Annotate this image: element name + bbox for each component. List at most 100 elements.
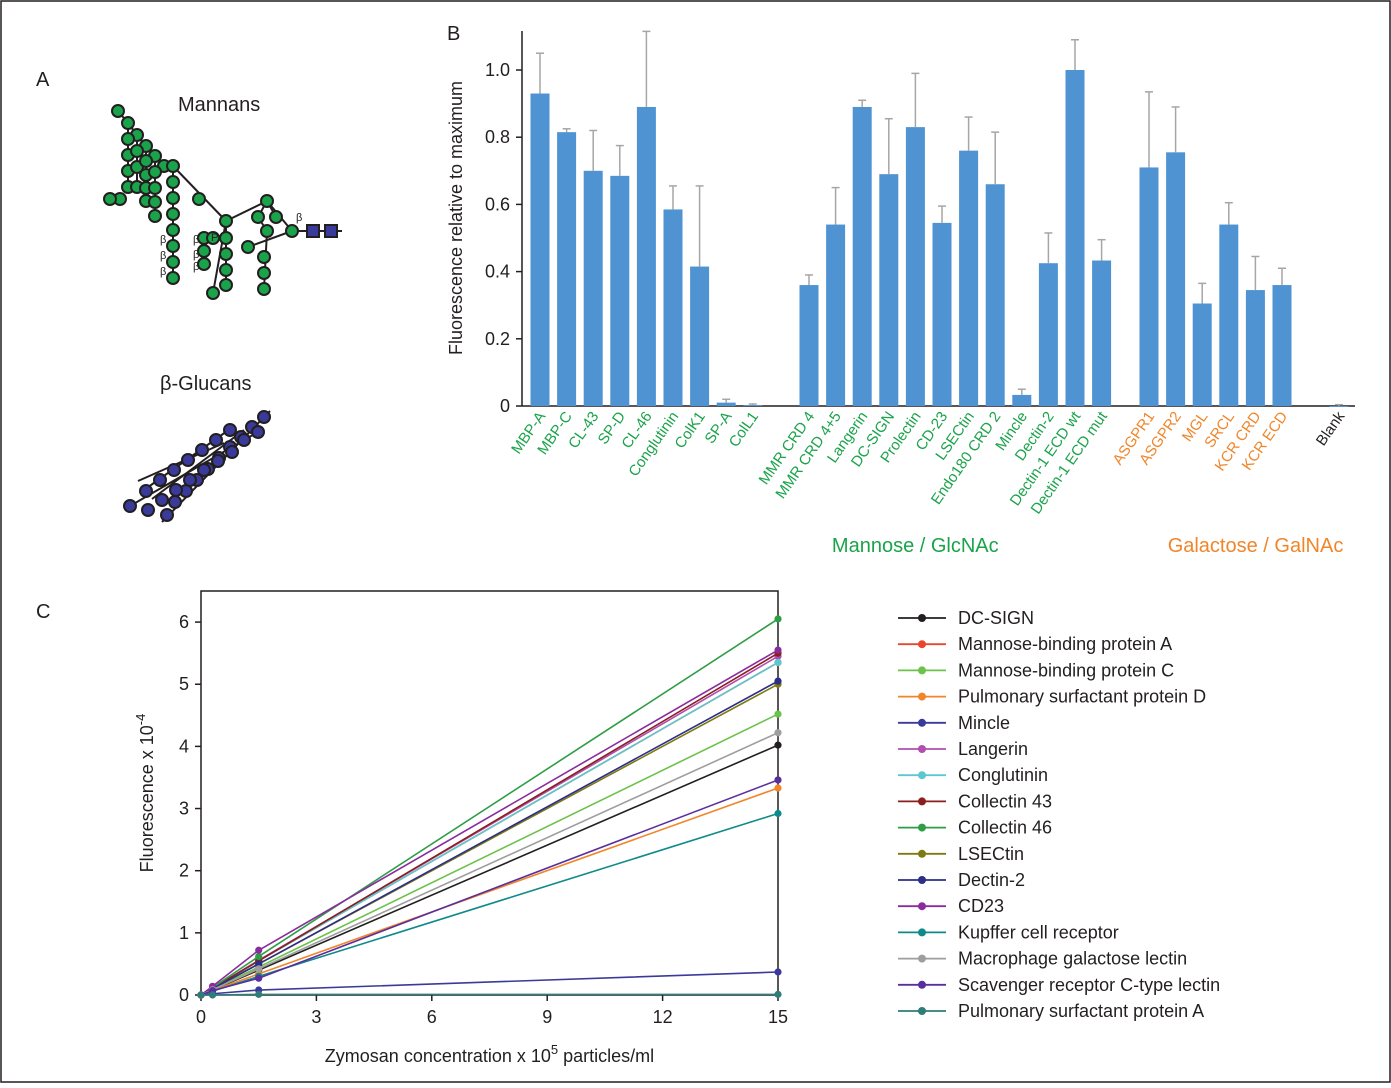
legend-entry: Mannose-binding protein C <box>958 660 1174 680</box>
legend-swatch-marker <box>918 876 926 884</box>
series-point <box>255 965 263 973</box>
y-tick-label: 1 <box>179 923 189 943</box>
x-tick-label: 9 <box>542 1007 552 1027</box>
legend-swatch-marker <box>918 718 926 727</box>
mannose-residue <box>219 247 233 261</box>
bar <box>557 132 577 406</box>
y-tick-label: 0.4 <box>485 262 510 282</box>
mannose-residue <box>166 207 180 221</box>
legend-entry: Mincle <box>958 713 1010 733</box>
legend-entry: Pulmonary surfactant protein D <box>958 687 1206 707</box>
x-axis-title-units: particles/ml <box>558 1046 654 1066</box>
glycosidic-bond <box>247 230 293 248</box>
linkage-mark: β <box>193 249 199 261</box>
series-line <box>200 779 779 996</box>
legend-entry: CD23 <box>958 896 1004 916</box>
legend-entry: LSECtin <box>958 844 1024 864</box>
x-axis-title: Zymosan concentration x 105 particles/ml <box>325 1042 654 1066</box>
bar <box>1219 224 1239 406</box>
glucan-residues <box>123 410 271 522</box>
beta-glucans-title: β-Glucans <box>160 373 252 395</box>
panel-b-letter: B <box>447 23 460 45</box>
mannose-residue <box>241 240 255 254</box>
linkage-mark: β <box>160 266 166 278</box>
glcnac-residue <box>306 224 320 238</box>
bar <box>743 404 763 406</box>
mannose-residue <box>260 194 274 208</box>
legend-entry: Macrophage galactose lectin <box>958 949 1187 969</box>
y-tick-label: 0.8 <box>485 127 510 147</box>
mannan-residues <box>103 104 338 300</box>
legend-swatch-marker <box>918 823 926 832</box>
glucose-residue <box>183 473 197 487</box>
bar <box>1038 263 1058 406</box>
y-tick-label: 5 <box>179 674 189 694</box>
mannose-residue <box>166 223 180 237</box>
glucose-residue <box>153 473 167 487</box>
glucan-chain <box>137 442 225 482</box>
mannose-residue <box>257 266 271 280</box>
legend-entry: Kupffer cell receptor <box>958 922 1119 942</box>
bar <box>1272 285 1292 406</box>
x-tick-label: 6 <box>427 1007 437 1027</box>
glucose-residue <box>181 453 195 467</box>
glucose-residue <box>141 503 155 517</box>
glucose-residue <box>167 463 181 477</box>
mannose-residue <box>148 195 162 209</box>
series-line <box>201 993 778 996</box>
series-point <box>774 809 782 818</box>
mannose-residue <box>166 159 180 173</box>
y-tick-label: 4 <box>179 736 189 756</box>
bar <box>1012 394 1032 406</box>
line-chart-series <box>197 615 782 999</box>
glucose-residue <box>225 445 239 459</box>
glycosidic-bond <box>225 200 268 222</box>
series-point <box>774 710 782 718</box>
mannose-residue <box>206 286 220 300</box>
bar <box>1092 260 1112 406</box>
legend-swatch-marker <box>918 980 926 989</box>
glucose-residue <box>223 423 237 437</box>
mannose-residue <box>166 255 180 269</box>
y-tick-label: 1.0 <box>485 60 510 80</box>
legend-entry: Pulmonary surfactant protein A <box>958 1001 1204 1021</box>
mannose-residue <box>148 165 162 179</box>
linkage-mark: β <box>296 212 302 224</box>
mannose-residue <box>103 192 117 206</box>
mannans-title: Mannans <box>178 94 260 116</box>
mannose-residue <box>166 271 180 285</box>
legend-swatch-marker <box>918 797 926 806</box>
linkage-mark: β <box>193 261 199 273</box>
legend-swatch-marker <box>918 771 926 780</box>
glucose-residue <box>209 433 223 447</box>
panel-c-letter: C <box>36 601 50 623</box>
series-point <box>255 960 263 968</box>
mannose-residue <box>166 239 180 253</box>
legend-entry: Conglutinin <box>958 765 1048 785</box>
y-tick-label: 0.6 <box>485 194 510 214</box>
bar <box>636 106 656 407</box>
series-point <box>255 946 263 954</box>
x-tick-label: 12 <box>653 1007 673 1027</box>
glucose-residue <box>169 483 183 497</box>
series-point <box>774 658 782 667</box>
bar <box>985 184 1005 406</box>
panel-a-letter: A <box>36 69 50 91</box>
y-tick-label: 3 <box>179 799 189 819</box>
series-point <box>208 991 217 999</box>
mannose-residue <box>260 224 274 238</box>
bar <box>852 106 872 407</box>
series-point <box>774 646 782 654</box>
mannose-residue <box>121 116 135 130</box>
y-axis-title: Fluorescence x 10-4 <box>133 714 157 873</box>
glucose-residue <box>197 463 211 477</box>
mannose-residue <box>197 257 211 271</box>
x-tick-label: 3 <box>311 1007 321 1027</box>
series-point <box>774 729 782 737</box>
mannose-residue <box>130 144 144 158</box>
mannose-residue <box>219 278 233 292</box>
legend-entry: Dectin-2 <box>958 870 1025 890</box>
legend-swatch-marker <box>918 902 926 911</box>
